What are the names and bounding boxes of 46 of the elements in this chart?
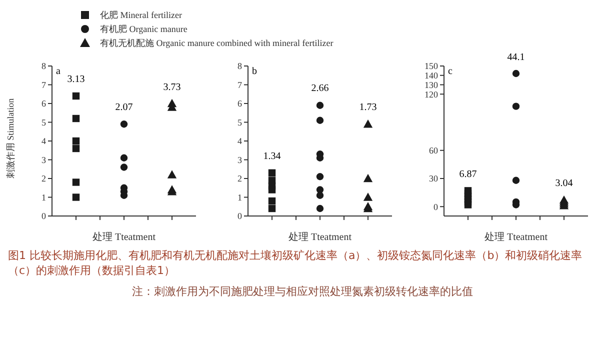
y-tick-label: 2 [42,174,46,184]
y-tick-label: 120 [424,89,438,100]
annotation: 6.87 [458,168,478,181]
y-tick-label: 30 [429,174,438,184]
y-tick-label: 7 [238,80,242,90]
y-tick-label: 5 [42,117,46,128]
text: 44.1 [506,52,526,64]
y-tick-label: 7 [42,80,46,90]
annotation: 3.73 [162,82,182,94]
y-tick-label: 3 [42,154,46,165]
y-tick-label: 2 [238,174,242,184]
caption: 图1 比较长期施用化肥、有机肥和有机无机配施对土壤初级矿化速率（a）、初级铵态氮同化速率（b）和初级硝化速率（c）的刺激作用（数据引自表1） [8,248,584,278]
y-tick-label: 140 [424,70,438,81]
annotation: b [252,66,257,77]
y-tick-label: 60 [429,146,438,156]
annotation: 3.04 [554,178,574,190]
y-tick-label: 0 [42,211,46,222]
y-tick-label: 3 [238,154,242,165]
legend-label: 有机肥 Organic manure [100,22,188,36]
y-tick-label: 0 [238,211,242,222]
text: 注：刺激作用为不同施肥处理与相应对照处理氮素初级转化速率的比值 [131,284,474,299]
annotation: 2.07 [114,102,134,114]
y-tick-label: 6 [238,98,242,109]
annotation: 2.66 [310,83,330,96]
y-tick-label: 8 [238,61,242,72]
y-tick-label: 150 [424,61,438,72]
annotation: 1.34 [262,150,282,163]
x-axis-title: 处理 Tteatment [287,230,353,244]
y-axis-title: 刺激作用 Stimulation [4,98,16,178]
y-tick-label: 6 [42,98,46,109]
x-axis-title: 处理 Tteatment [483,230,549,244]
legend-label: 化肥 Mineral fertilizer [100,8,182,22]
y-tick-label: 1 [238,192,242,202]
y-tick-label: 4 [238,136,242,146]
y-tick-label: 4 [42,136,46,146]
y-tick-label: 1 [42,192,46,202]
y-tick-label: 8 [42,61,46,72]
x-axis-title: 处理 Tteatment [91,230,157,244]
y-tick-label: 0 [434,202,438,212]
annotation: a [56,66,60,77]
y-tick-label: 5 [238,117,242,128]
legend-label: 有机无机配施 Organic manure combined with mineral fertilizer [100,36,334,50]
annotation: 3.13 [67,74,85,85]
y-tick-label: 130 [424,80,438,90]
annotation: c [448,66,452,77]
annotation: 1.73 [358,102,378,114]
